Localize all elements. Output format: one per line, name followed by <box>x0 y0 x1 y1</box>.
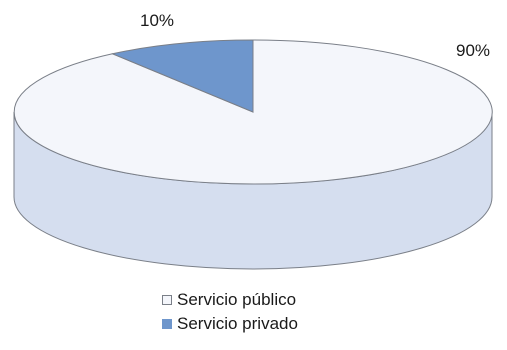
pie-slice-servicio-privado <box>110 39 254 113</box>
data-label-servicio-publico: 90% <box>456 41 490 60</box>
legend-swatch-servicio-privado <box>162 319 172 329</box>
legend: Servicio público Servicio privado <box>162 288 298 336</box>
legend-item-servicio-publico: Servicio público <box>162 288 298 312</box>
data-label-servicio-privado: 10% <box>140 11 174 30</box>
legend-swatch-servicio-publico <box>162 295 172 305</box>
legend-label-servicio-privado: Servicio privado <box>177 314 298 333</box>
legend-item-servicio-privado: Servicio privado <box>162 312 298 336</box>
legend-label-servicio-publico: Servicio público <box>177 290 297 309</box>
